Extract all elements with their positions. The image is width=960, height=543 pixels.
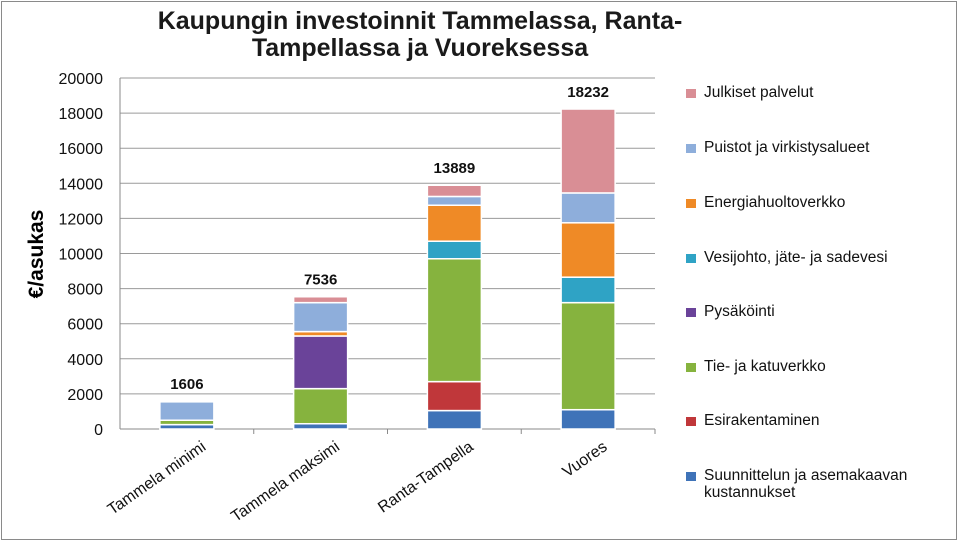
legend-label: Pysäköinti	[704, 303, 775, 320]
legend-item: Tie- ja katuverkko	[686, 358, 959, 375]
legend-item: Pysäköinti	[686, 303, 959, 320]
legend-label: Julkiset palvelut	[704, 84, 814, 101]
bar-segment	[426, 204, 483, 242]
bar-segment	[159, 401, 215, 421]
legend-item: Puistot ja virkistysalueet	[686, 139, 959, 156]
y-tick-label: 6000	[67, 317, 103, 334]
y-tick-label: 12000	[59, 211, 104, 228]
y-tick-label: 10000	[59, 247, 104, 264]
chart-title: Kaupungin investoinnit Tammelassa, Ranta…	[157, 7, 683, 62]
bar-segment	[292, 301, 349, 333]
legend-item: Julkiset palvelut	[686, 84, 959, 101]
bar-segment	[426, 240, 483, 260]
bar-segment	[292, 422, 349, 430]
legend-swatch	[686, 417, 696, 426]
x-tick-label: Ranta-Tampella	[375, 438, 477, 516]
y-tick-label: 4000	[67, 352, 103, 369]
y-tick-label: 20000	[59, 71, 104, 88]
x-tick-label: Tammela minimi	[105, 438, 209, 518]
legend-item: Suunnittelun ja asemakaavan kustannukset	[686, 467, 959, 501]
y-tick-label: 0	[94, 422, 103, 439]
legend-swatch	[686, 308, 696, 317]
legend-label: Vesijohto, jäte- ja sadevesi	[704, 249, 888, 266]
y-tick-label: 18000	[59, 106, 104, 123]
legend-item: Esirakentaminen	[686, 412, 959, 429]
legend-swatch	[686, 254, 696, 263]
legend-label: Energiahuoltoverkko	[704, 194, 846, 211]
bar-segment	[426, 380, 483, 412]
legend-label: Tie- ja katuverkko	[704, 358, 826, 375]
legend-item: Energiahuoltoverkko	[686, 194, 959, 211]
data-label: 7536	[304, 272, 337, 289]
bar-segment	[426, 184, 483, 198]
x-tick-label: Tammela maksimi	[228, 438, 343, 525]
legend-swatch	[686, 472, 696, 481]
legend-swatch	[686, 144, 696, 153]
data-label: 1606	[170, 376, 203, 393]
legend-label: Esirakentaminen	[704, 412, 820, 429]
bar-segment	[560, 108, 616, 194]
legend-swatch	[686, 199, 696, 208]
legend-swatch	[686, 363, 696, 372]
bar-segment	[560, 192, 616, 224]
bar-segment	[560, 222, 616, 278]
bar-segment	[292, 387, 349, 425]
bar-segment	[292, 335, 349, 390]
y-tick-label: 16000	[59, 141, 104, 158]
bar-segment	[426, 409, 483, 430]
y-tick-label: 8000	[67, 282, 103, 299]
bar-segment	[292, 295, 349, 304]
x-tick-label: Vuores	[560, 438, 611, 481]
bar-segment	[560, 276, 616, 304]
data-label: 18232	[567, 84, 609, 101]
y-tick-label: 14000	[59, 176, 104, 193]
data-label: 13889	[434, 160, 476, 177]
legend-item: Vesijohto, jäte- ja sadevesi	[686, 249, 959, 266]
y-tick-label: 2000	[67, 387, 103, 404]
legend-label: Suunnittelun ja asemakaavan kustannukset	[704, 467, 908, 501]
bar-segment	[426, 195, 483, 206]
bar-segment	[159, 400, 215, 403]
bar-segment	[426, 258, 483, 383]
legend-label: Puistot ja virkistysalueet	[704, 139, 870, 156]
bar-segment	[560, 301, 616, 411]
legend-swatch	[686, 89, 696, 98]
bar-segment	[560, 408, 616, 430]
